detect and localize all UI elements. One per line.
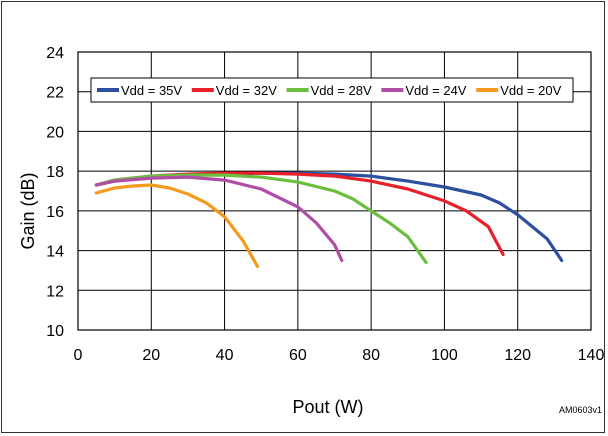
- y-tick-label: 22: [46, 85, 64, 102]
- figure-code: AM0603v1: [559, 405, 602, 415]
- y-tick-labels: 10 12 14 16 18 20 22 24: [46, 45, 64, 340]
- x-tick-label: 60: [289, 347, 307, 364]
- series-lines: [94, 171, 564, 269]
- x-tick-label: 20: [142, 347, 160, 364]
- x-tick-labels: 0 20 40 60 80 100 120 140: [74, 347, 605, 364]
- legend-label: Vdd = 35V: [121, 83, 182, 98]
- y-tick-label: 20: [46, 124, 64, 141]
- y-tick-label: 24: [46, 45, 64, 62]
- series-line-3: [94, 173, 428, 265]
- series-line-5: [94, 183, 260, 269]
- legend-label: Vdd = 24V: [405, 83, 466, 98]
- y-axis-title: Gain (dB): [18, 172, 38, 249]
- y-tick-label: 14: [46, 244, 64, 261]
- x-tick-label: 80: [362, 347, 380, 364]
- legend-label: Vdd = 32V: [216, 83, 277, 98]
- series-line-4: [94, 175, 344, 263]
- x-tick-label: 140: [578, 347, 605, 364]
- x-tick-label: 100: [431, 347, 458, 364]
- legend-label: Vdd = 20V: [500, 83, 561, 98]
- plot-border: [77, 51, 592, 331]
- y-tick-label: 10: [46, 323, 64, 340]
- y-tick-label: 12: [46, 283, 64, 300]
- y-tick-label: 18: [46, 164, 64, 181]
- legend-label: Vdd = 28V: [311, 83, 372, 98]
- x-tick-label: 40: [216, 347, 234, 364]
- plot-area-border: [77, 51, 592, 331]
- x-tick-label: 120: [504, 347, 531, 364]
- legend: Vdd = 35V Vdd = 32V Vdd = 28V Vdd = 24V Vdd …: [90, 77, 574, 103]
- x-tick-label: 0: [74, 347, 83, 364]
- y-tick-label: 16: [46, 204, 64, 221]
- x-axis-title: Pout (W): [292, 397, 363, 417]
